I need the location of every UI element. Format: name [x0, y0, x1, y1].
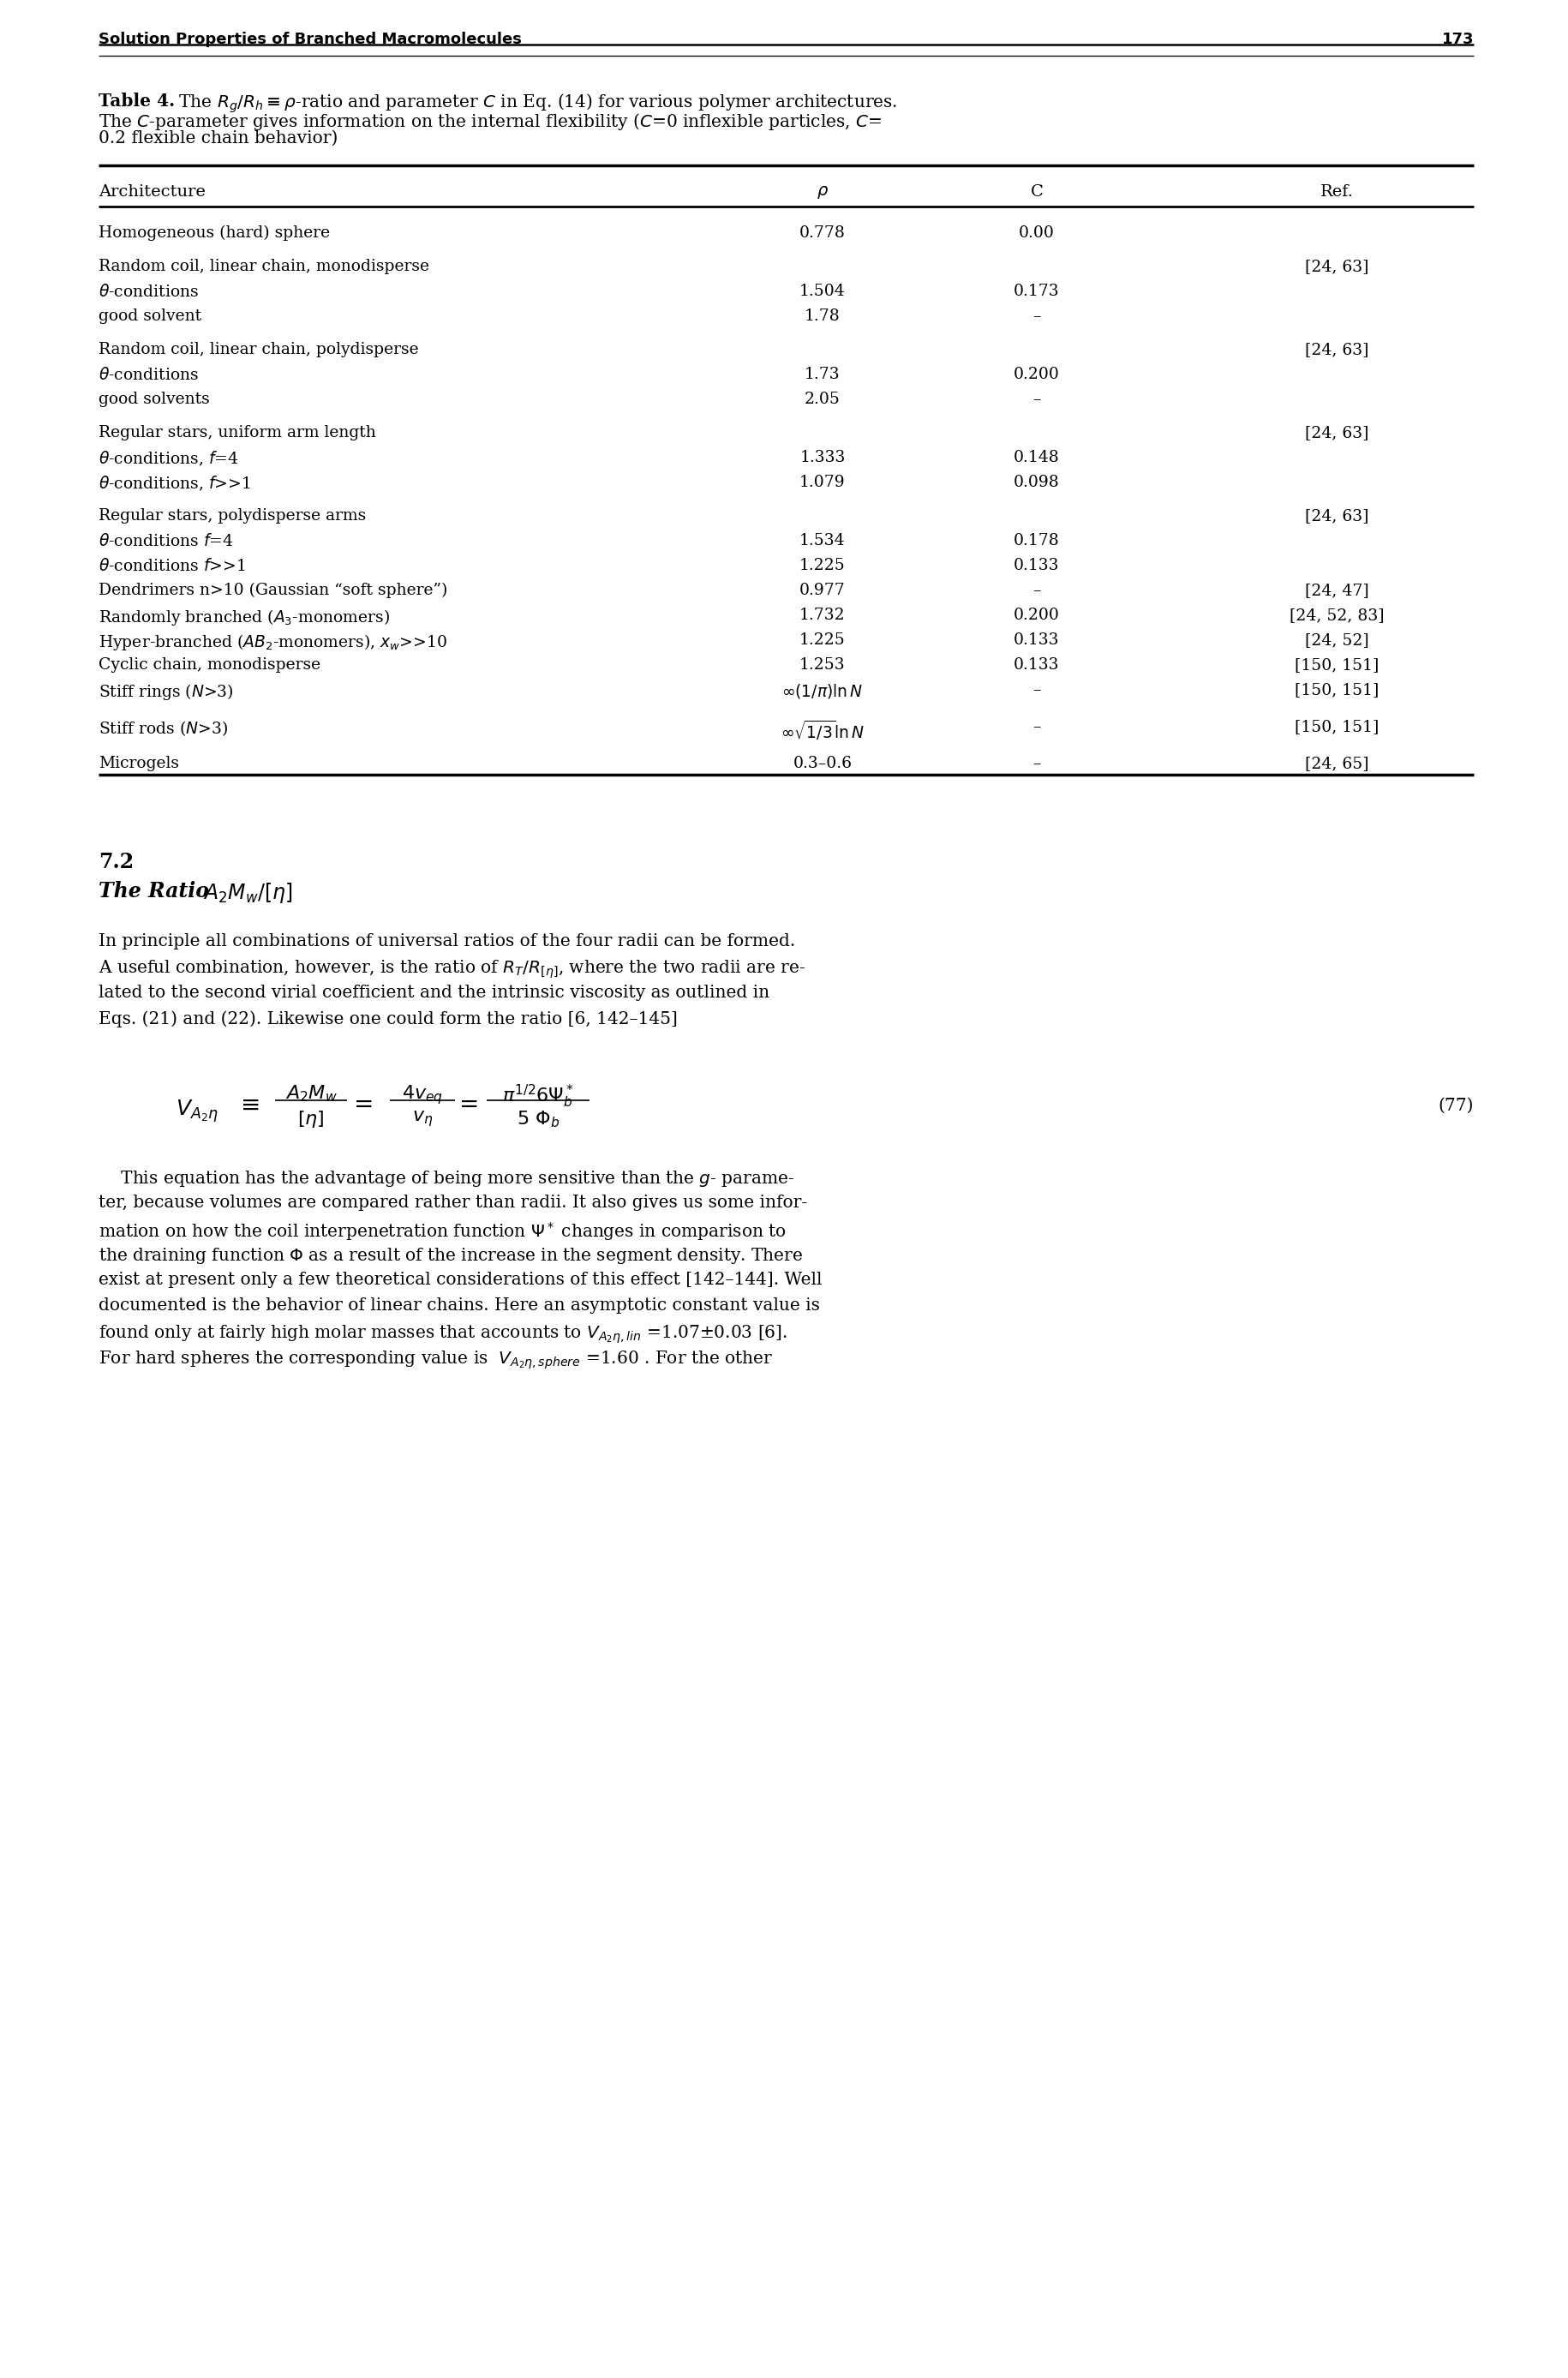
- Text: Dendrimers n>10 (Gaussian “soft sphere”): Dendrimers n>10 (Gaussian “soft sphere”): [99, 583, 447, 599]
- Text: 0.200: 0.200: [1013, 366, 1060, 383]
- Text: Homogeneous (hard) sphere: Homogeneous (hard) sphere: [99, 226, 329, 240]
- Text: $\theta$-conditions: $\theta$-conditions: [99, 366, 199, 383]
- Text: [150, 151]: [150, 151]: [1294, 682, 1378, 697]
- Text: $\rho$: $\rho$: [815, 183, 828, 200]
- Text: [24, 52, 83]: [24, 52, 83]: [1289, 606, 1383, 623]
- Text: The Ratio: The Ratio: [99, 880, 216, 901]
- Text: Random coil, linear chain, monodisperse: Random coil, linear chain, monodisperse: [99, 259, 430, 273]
- Text: $\infty\sqrt{1/3}\ln N$: $\infty\sqrt{1/3}\ln N$: [779, 718, 864, 742]
- Text: 0.178: 0.178: [1013, 533, 1060, 549]
- Text: 1.333: 1.333: [800, 449, 845, 466]
- Text: [150, 151]: [150, 151]: [1294, 718, 1378, 735]
- Text: –: –: [1032, 718, 1040, 735]
- Text: $\theta$-conditions $f$>>1: $\theta$-conditions $f$>>1: [99, 559, 245, 573]
- Text: [24, 63]: [24, 63]: [1305, 342, 1367, 357]
- Text: 7.2: 7.2: [99, 851, 133, 873]
- Text: 1.732: 1.732: [800, 606, 845, 623]
- Text: 0.778: 0.778: [800, 226, 845, 240]
- Text: mation on how the coil interpenetration function $\Psi^*$ changes in comparison : mation on how the coil interpenetration …: [99, 1220, 786, 1241]
- Text: $\theta$-conditions, $f$=4: $\theta$-conditions, $f$=4: [99, 449, 238, 468]
- Text: Solution Properties of Branched Macromolecules: Solution Properties of Branched Macromol…: [99, 31, 522, 48]
- Text: 1.78: 1.78: [804, 309, 840, 323]
- Text: 0.3–0.6: 0.3–0.6: [792, 756, 851, 770]
- Text: 0.200: 0.200: [1013, 606, 1060, 623]
- Text: [24, 47]: [24, 47]: [1305, 583, 1367, 599]
- Text: found only at fairly high molar masses that accounts to $V_{A_2\eta,lin}$ =1.07±: found only at fairly high molar masses t…: [99, 1322, 787, 1346]
- Text: ≡: ≡: [241, 1094, 260, 1118]
- Text: –: –: [1032, 583, 1040, 599]
- Text: 0.133: 0.133: [1013, 633, 1058, 647]
- Text: good solvent: good solvent: [99, 309, 201, 323]
- Text: Random coil, linear chain, polydisperse: Random coil, linear chain, polydisperse: [99, 342, 419, 357]
- Text: lated to the second virial coefficient and the intrinsic viscosity as outlined i: lated to the second virial coefficient a…: [99, 984, 770, 1001]
- Text: 1.504: 1.504: [800, 283, 845, 300]
- Text: $A_2M_w$: $A_2M_w$: [285, 1082, 337, 1103]
- Text: 173: 173: [1441, 31, 1472, 48]
- Text: Stiff rings ($N$>3): Stiff rings ($N$>3): [99, 682, 234, 702]
- Text: Cyclic chain, monodisperse: Cyclic chain, monodisperse: [99, 656, 320, 673]
- Text: $5\ \Phi_b$: $5\ \Phi_b$: [516, 1108, 560, 1130]
- Text: –: –: [1032, 309, 1040, 323]
- Text: documented is the behavior of linear chains. Here an asymptotic constant value i: documented is the behavior of linear cha…: [99, 1298, 820, 1313]
- Text: exist at present only a few theoretical considerations of this effect [142–144].: exist at present only a few theoretical …: [99, 1272, 822, 1289]
- Text: 0.148: 0.148: [1013, 449, 1060, 466]
- Text: The $C$-parameter gives information on the internal flexibility ($C$=0 inflexibl: The $C$-parameter gives information on t…: [99, 112, 881, 131]
- Text: –: –: [1032, 682, 1040, 697]
- Text: 1.079: 1.079: [800, 476, 845, 490]
- Text: $\theta$-conditions $f$=4: $\theta$-conditions $f$=4: [99, 533, 234, 549]
- Text: $A_2M_w/[\eta]$: $A_2M_w/[\eta]$: [202, 880, 293, 906]
- Text: 0.173: 0.173: [1013, 283, 1058, 300]
- Text: [24, 52]: [24, 52]: [1305, 633, 1367, 647]
- Text: 0.00: 0.00: [1018, 226, 1054, 240]
- Text: 1.225: 1.225: [800, 633, 845, 647]
- Text: 1.225: 1.225: [800, 559, 845, 573]
- Text: [24, 63]: [24, 63]: [1305, 426, 1367, 440]
- Text: ter, because volumes are compared rather than radii. It also gives us some infor: ter, because volumes are compared rather…: [99, 1194, 808, 1210]
- Text: The $R_g/R_h\equiv\rho$-ratio and parameter $C$ in Eq. (14) for various polymer : The $R_g/R_h\equiv\rho$-ratio and parame…: [172, 93, 897, 114]
- Text: This equation has the advantage of being more sensitive than the $g$- parame-: This equation has the advantage of being…: [99, 1170, 793, 1189]
- Text: $\theta$-conditions: $\theta$-conditions: [99, 283, 199, 300]
- Text: (77): (77): [1438, 1096, 1472, 1113]
- Text: $v_\eta$: $v_\eta$: [412, 1108, 433, 1130]
- Text: Regular stars, polydisperse arms: Regular stars, polydisperse arms: [99, 509, 365, 523]
- Text: [150, 151]: [150, 151]: [1294, 656, 1378, 673]
- Text: 0.133: 0.133: [1013, 559, 1058, 573]
- Text: 0.098: 0.098: [1013, 476, 1060, 490]
- Text: $\pi^{1/2}6\Psi^*_b$: $\pi^{1/2}6\Psi^*_b$: [502, 1082, 574, 1111]
- Text: =: =: [459, 1094, 480, 1118]
- Text: $[\eta]$: $[\eta]$: [298, 1108, 325, 1130]
- Text: [24, 63]: [24, 63]: [1305, 259, 1367, 273]
- Text: Architecture: Architecture: [99, 183, 205, 200]
- Text: [24, 63]: [24, 63]: [1305, 509, 1367, 523]
- Text: 2.05: 2.05: [804, 392, 840, 407]
- Text: $4v_{eq}$: $4v_{eq}$: [401, 1082, 442, 1106]
- Text: 1.534: 1.534: [800, 533, 845, 549]
- Text: 0.133: 0.133: [1013, 656, 1058, 673]
- Text: Microgels: Microgels: [99, 756, 179, 770]
- Text: Randomly branched ($A_3$-monomers): Randomly branched ($A_3$-monomers): [99, 606, 389, 628]
- Text: 1.253: 1.253: [800, 656, 845, 673]
- Text: Hyper-branched ($AB_2$-monomers), $x_w$>>10: Hyper-branched ($AB_2$-monomers), $x_w$>…: [99, 633, 447, 652]
- Text: $V_{A_2\eta}$: $V_{A_2\eta}$: [176, 1099, 218, 1125]
- Text: C: C: [1030, 183, 1043, 200]
- Text: 1.73: 1.73: [804, 366, 840, 383]
- Text: $\infty(1/\pi)\ln N$: $\infty(1/\pi)\ln N$: [781, 682, 862, 699]
- Text: –: –: [1032, 392, 1040, 407]
- Text: Ref.: Ref.: [1319, 183, 1353, 200]
- Text: Stiff rods ($N$>3): Stiff rods ($N$>3): [99, 718, 227, 737]
- Text: Regular stars, uniform arm length: Regular stars, uniform arm length: [99, 426, 376, 440]
- Text: For hard spheres the corresponding value is  $V_{A_2\eta,sphere}$ =1.60 . For th: For hard spheres the corresponding value…: [99, 1348, 773, 1370]
- Text: [24, 65]: [24, 65]: [1305, 756, 1367, 770]
- Text: the draining function $\Phi$ as a result of the increase in the segment density.: the draining function $\Phi$ as a result…: [99, 1246, 803, 1265]
- Text: Eqs. (21) and (22). Likewise one could form the ratio [6, 142–145]: Eqs. (21) and (22). Likewise one could f…: [99, 1011, 677, 1027]
- Text: good solvents: good solvents: [99, 392, 210, 407]
- Text: Table 4.: Table 4.: [99, 93, 174, 109]
- Text: =: =: [354, 1094, 373, 1118]
- Text: –: –: [1032, 756, 1040, 770]
- Text: $\theta$-conditions, $f$>>1: $\theta$-conditions, $f$>>1: [99, 476, 251, 492]
- Text: 0.2 flexible chain behavior): 0.2 flexible chain behavior): [99, 131, 337, 147]
- Text: 0.977: 0.977: [800, 583, 845, 599]
- Text: In principle all combinations of universal ratios of the four radii can be forme: In principle all combinations of univers…: [99, 932, 795, 949]
- Text: A useful combination, however, is the ratio of $R_T/R_{[\eta]}$, where the two r: A useful combination, however, is the ra…: [99, 958, 804, 980]
